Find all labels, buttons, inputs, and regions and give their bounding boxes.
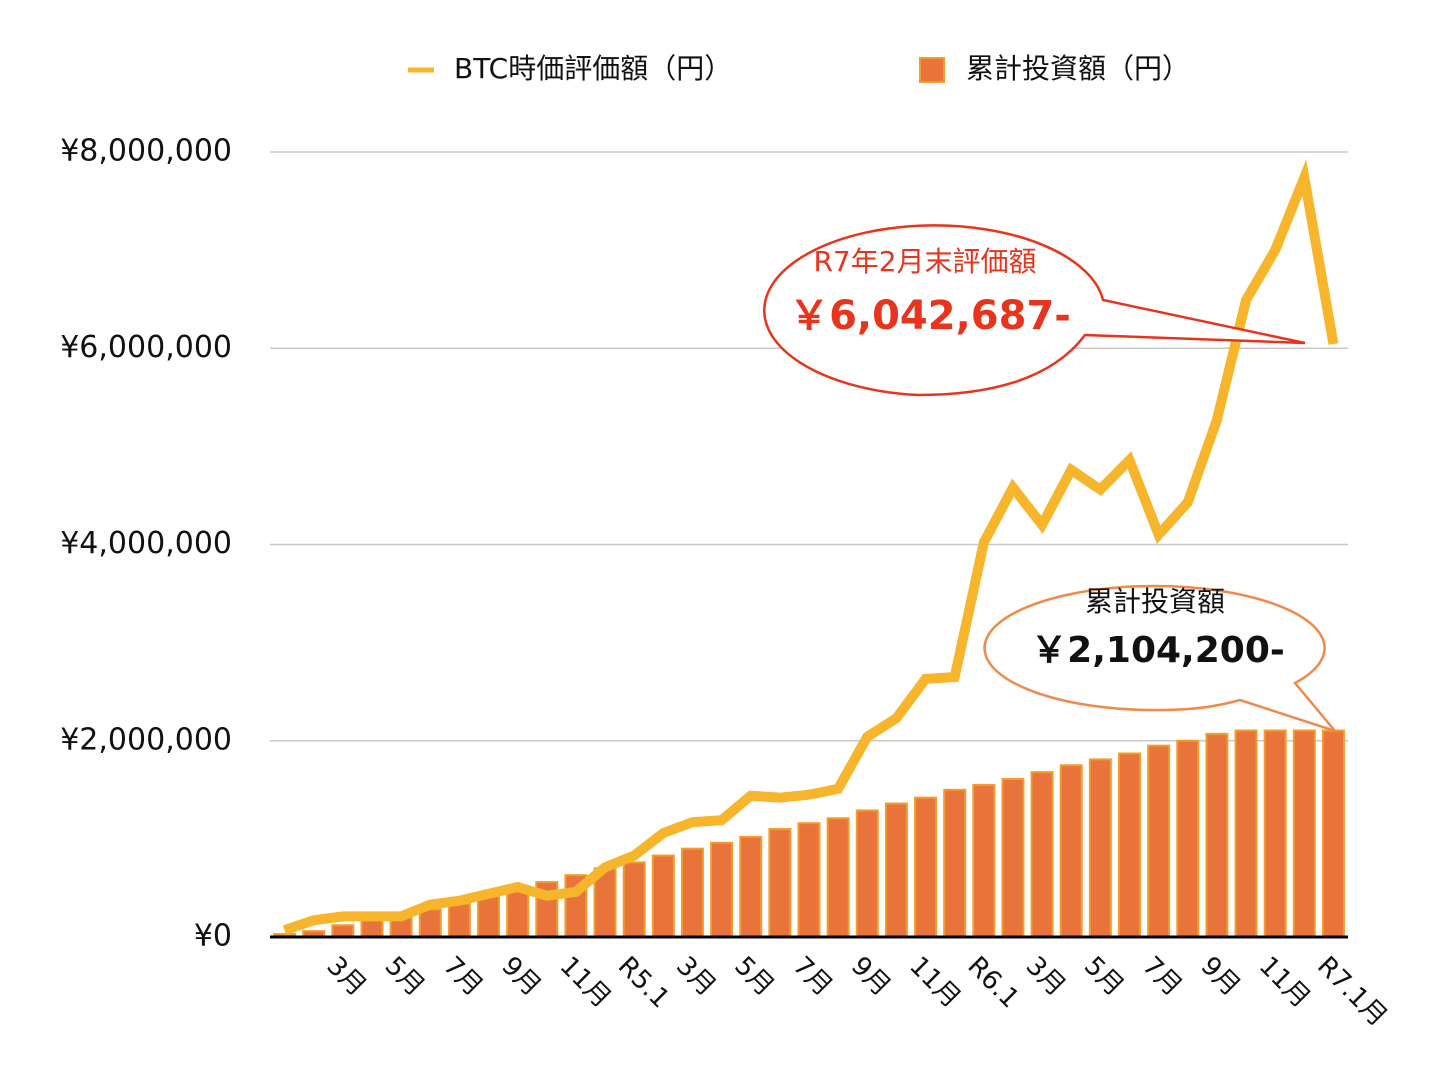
x-tick-label: 9月 — [1195, 951, 1246, 1002]
bar — [680, 847, 704, 938]
bar — [739, 835, 763, 938]
bar — [1263, 729, 1287, 939]
bar — [360, 919, 384, 938]
bar — [447, 902, 471, 939]
legend-swatch — [919, 57, 945, 83]
bar — [1234, 729, 1258, 939]
x-tick-label: 5月 — [728, 951, 779, 1002]
x-tick-label: 7月 — [437, 951, 488, 1002]
callouts: R7年2月末評価額 ￥6,042,687- 累計投資額 ￥2,104,200- — [763, 224, 1339, 734]
y-tick-label: ¥8,000,000 — [60, 134, 232, 169]
x-tick-label: 11月 — [1253, 951, 1316, 1014]
x-tick-label: 7月 — [787, 951, 838, 1002]
bar — [855, 809, 879, 939]
bar — [1292, 729, 1316, 939]
x-tick-label: 9月 — [845, 951, 896, 1002]
legend-label: BTC時価評価額（円） — [454, 52, 732, 85]
y-tick-label: ¥6,000,000 — [60, 330, 232, 365]
y-tick-label: ¥4,000,000 — [60, 526, 232, 561]
bar — [1059, 764, 1083, 938]
legend-label: 累計投資額（円） — [966, 52, 1190, 85]
bar — [1030, 771, 1054, 939]
callout-title: R7年2月末評価額 — [813, 245, 1036, 278]
callout-title: 累計投資額 — [1085, 585, 1225, 618]
callout-bubble — [983, 584, 1339, 734]
bar — [710, 841, 734, 938]
bar — [651, 854, 675, 939]
x-tick-label: R6.1 — [962, 951, 1025, 1014]
x-tick-label: 11月 — [903, 951, 966, 1014]
bar — [797, 822, 821, 938]
callout-value: ￥2,104,200- — [1031, 630, 1285, 671]
x-tick-label: R5.1 — [612, 951, 675, 1014]
bar — [826, 817, 850, 938]
bar — [1176, 739, 1200, 938]
x-tick-label: 3月 — [670, 951, 721, 1002]
bar — [506, 886, 530, 938]
bar — [768, 828, 792, 938]
bar — [418, 908, 442, 939]
callout-bubble — [763, 224, 1306, 397]
x-tick-label: 11月 — [554, 951, 617, 1014]
bar — [943, 788, 967, 938]
x-tick-label: 7月 — [1136, 951, 1187, 1002]
x-tick-label: R7.1月 — [1311, 951, 1393, 1033]
line — [282, 159, 1339, 935]
callout-value: ￥6,042,687- — [789, 293, 1071, 339]
bar — [622, 861, 646, 938]
plot: ¥0 ¥2,000,000 ¥4,000,000 ¥6,000,000 ¥8,000,0… — [60, 52, 1393, 1033]
bar — [1321, 729, 1345, 939]
bar — [1001, 778, 1025, 938]
bar — [331, 924, 355, 938]
x-tick-label: 5月 — [379, 951, 430, 1002]
x-tick-label: 9月 — [495, 951, 546, 1002]
bar — [1117, 752, 1141, 938]
y-tick-label: ¥2,000,000 — [60, 722, 232, 757]
bar — [972, 783, 996, 938]
x-tick-label: 3月 — [321, 951, 372, 1002]
x-tick-label: 3月 — [1020, 951, 1071, 1002]
bar — [1205, 732, 1229, 938]
bar — [1088, 758, 1112, 938]
bar — [1147, 744, 1171, 938]
y-tick-label: ¥0 — [194, 919, 232, 954]
bar — [884, 802, 908, 938]
x-tick-label: 5月 — [1078, 951, 1129, 1002]
bar — [914, 796, 938, 938]
